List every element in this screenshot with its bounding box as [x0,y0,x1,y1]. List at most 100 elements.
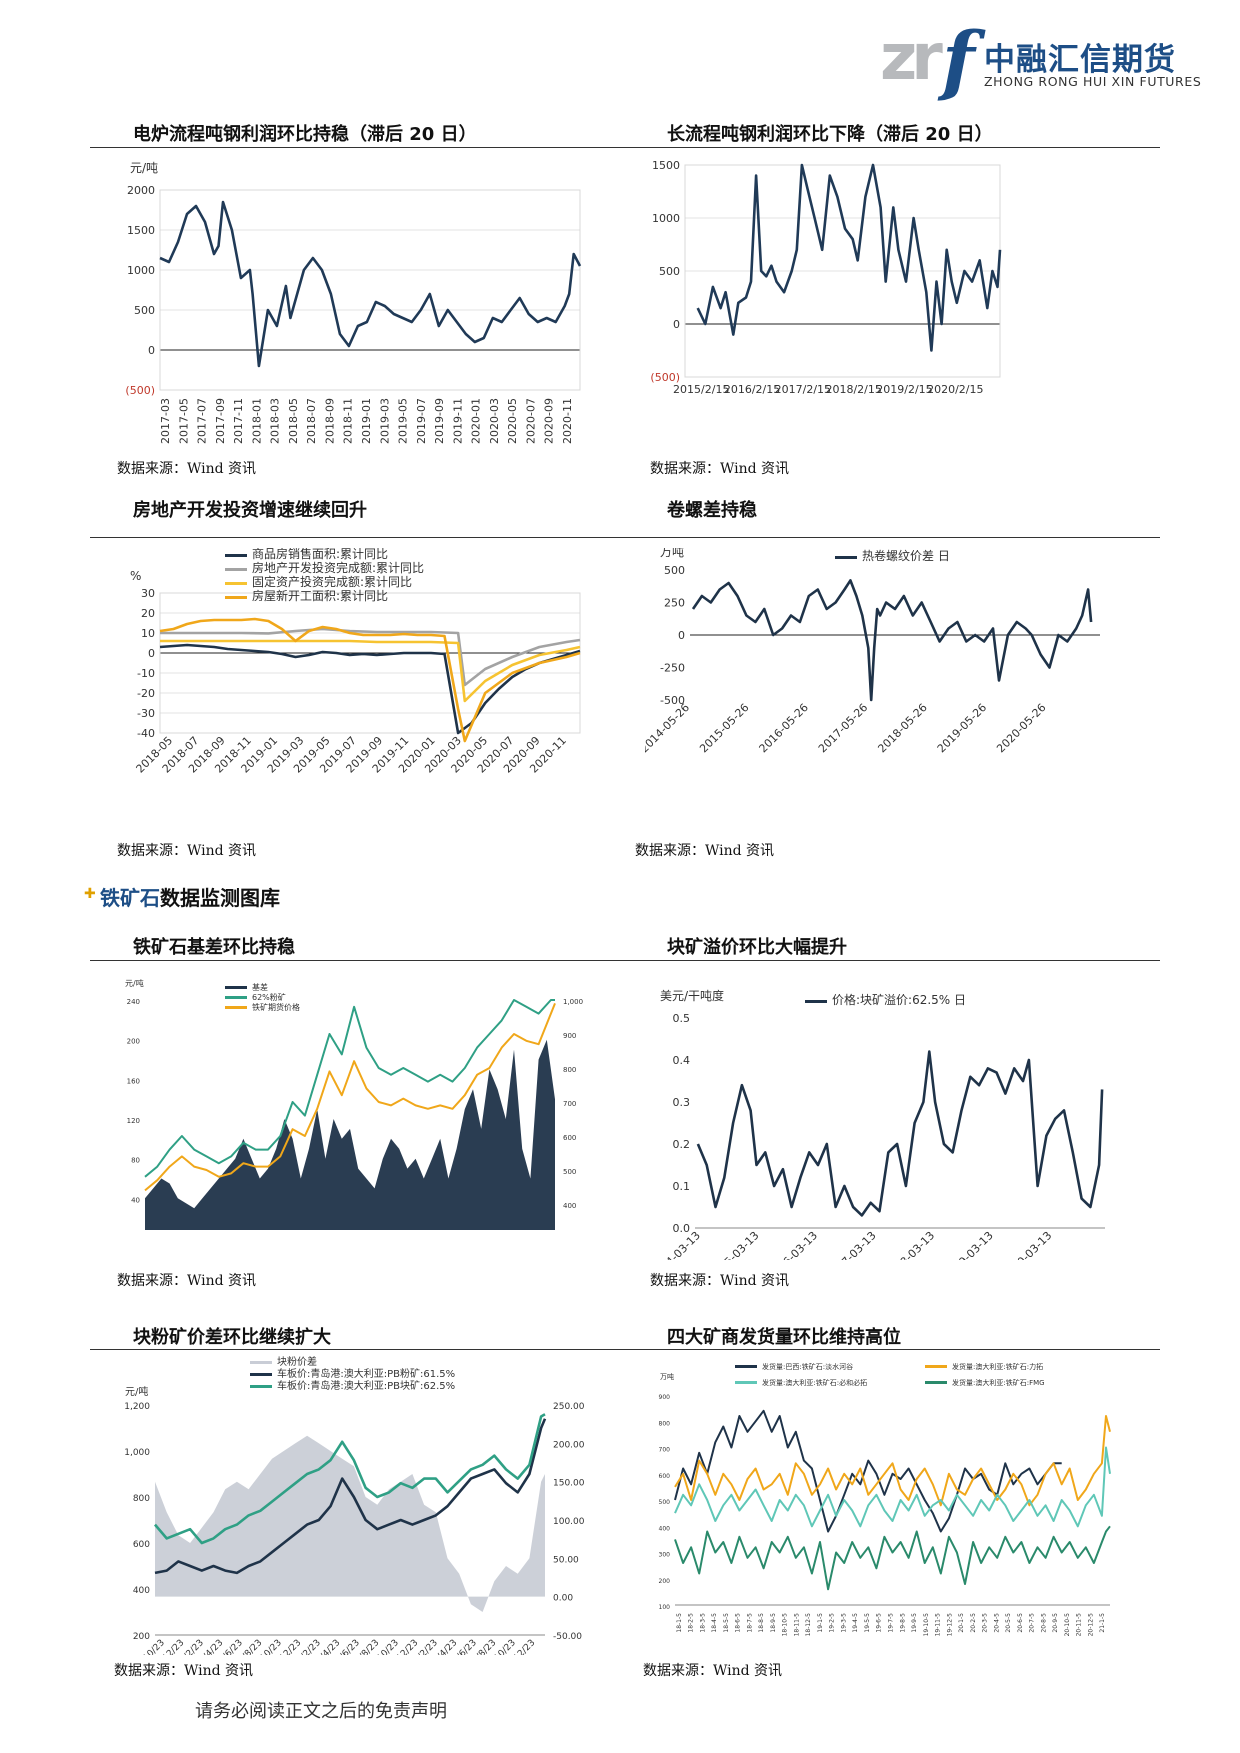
y-tick-label: 120 [127,1117,140,1125]
x-tick-label: 18-10-5 [782,1613,789,1637]
divider-row-2 [90,537,1160,538]
x-tick-label: 2015/2/15 [673,383,729,396]
company-logo: zr f 中融汇信期货 ZHONG RONG HUI XIN FUTURES [880,22,1201,98]
y2-tick-label: 150.00 [553,1479,585,1489]
logo-f: f [942,15,975,104]
y-tick-label: 400 [659,1525,671,1532]
y-tick-label: -30 [137,707,155,720]
x-tick-label: 2020-03 [488,398,501,444]
y-tick-label: 20 [141,607,155,620]
y2-tick-label: -50.00 [553,1632,582,1642]
y2-tick-label: 700 [563,1100,576,1108]
y-tick-label: 160 [127,1077,140,1085]
y2-tick-label: 600 [563,1134,576,1142]
x-tick-label: 2017-05 [177,398,190,444]
y2-tick-label: 800 [563,1066,576,1074]
series-line-0 [696,1050,1104,1217]
series-line-2 [154,1413,546,1545]
x-tick-label: 2018-05-26 [875,701,929,755]
legend-swatch [225,554,247,557]
y-tick-label: 700 [659,1447,671,1454]
y-axis-label: 元/吨 [130,161,158,175]
legend-label: 车板价:青岛港:澳大利亚:PB块矿:62.5% [277,1379,455,1392]
x-tick-label: 18-7-5 [746,1613,753,1633]
y-axis-label: 元/吨 [125,978,144,988]
x-tick-label: 2019-11 [451,398,464,444]
x-tick-label: 2017/2/15 [775,383,831,396]
y2-tick-label: 400 [563,1202,576,1210]
x-tick-label: 2015-03-13 [707,1229,761,1260]
x-tick-label: 19-11-5 [935,1613,942,1637]
x-tick-label: 20-10-5 [1064,1613,1071,1637]
x-tick-label: 18-11-5 [793,1613,800,1637]
y-tick-label: 100 [659,1604,671,1611]
y-tick-label: 500 [659,1499,671,1506]
y-tick-label: 0 [673,318,680,331]
x-tick-label: 2017-03-13 [824,1229,878,1260]
y-tick-label: 400 [133,1586,150,1596]
y-tick-label: -40 [137,727,155,740]
y2-tick-label: 200.00 [553,1440,585,1450]
x-tick-label: 2020-03-13 [1000,1229,1054,1260]
y-axis-label: % [130,569,141,583]
y-tick-label: -250 [660,662,685,675]
legend-swatch [225,996,247,999]
y-tick-label: -500 [660,694,685,707]
x-tick-label: 20-3-5 [982,1613,989,1633]
legend-label: 商品房销售面积:累计同比 [252,548,388,561]
x-tick-label: 2020/2/15 [927,383,983,396]
y-tick-label: 0 [148,647,155,660]
y-tick-label: 1500 [127,224,155,237]
panel-title-blast-profit: 长流程吨钢利润环比下降（滞后 20 日） [667,124,993,145]
y-axis-label: 万吨 [660,548,684,559]
source-note-5: 数据来源：Wind 资讯 [117,1273,257,1289]
x-tick-label: 20-6-5 [1017,1613,1024,1633]
y-tick-label: 1500 [652,159,680,172]
x-tick-label: 2019-03 [378,398,391,444]
source-note-4: 数据来源：Wind 资讯 [635,843,775,859]
x-tick-label: 19-9-5 [911,1613,918,1633]
series-line-3 [159,617,581,743]
y-tick-label: 800 [133,1494,150,1504]
x-tick-label: 2018-09 [323,398,336,444]
source-note-7: 数据来源：Wind 资讯 [114,1663,254,1679]
x-tick-label: 20-9-5 [1052,1613,1059,1633]
source-note-8: 数据来源：Wind 资讯 [643,1663,783,1679]
x-tick-label: 2019-07 [415,398,428,444]
series-line-2 [674,1446,1111,1528]
company-name-en: ZHONG RONG HUI XIN FUTURES [984,74,1202,89]
y-tick-label: 200 [133,1632,150,1642]
legend-swatch [805,1000,827,1003]
y-tick-label: 1,000 [124,1448,150,1458]
x-tick-label: 2016/2/15 [724,383,780,396]
y-tick-label: 1000 [652,212,680,225]
series-line-0 [159,643,581,735]
y-tick-label: 300 [659,1552,671,1559]
x-tick-label: 18-6-5 [735,1613,742,1633]
series-area-0 [155,1435,545,1612]
x-tick-label: 19-4-5 [852,1613,859,1633]
source-note-6: 数据来源：Wind 资讯 [650,1273,790,1289]
legend-swatch [225,986,247,989]
x-tick-label: 2020-05-26 [994,701,1048,755]
x-tick-label: 18-12-5 [805,1613,812,1637]
section-bullet-icon: ✚ [84,886,96,902]
legend-swatch [735,1381,757,1384]
series-line-2 [160,639,581,703]
y2-tick-label: 250.00 [553,1402,585,1412]
section-heading-part1: 铁矿石 [100,886,160,910]
x-tick-label: 2017-07 [196,398,209,444]
x-tick-label: 2017-11 [232,398,245,444]
y-tick-label: 0.0 [673,1222,691,1235]
legend-label: 块粉价差 [277,1355,317,1368]
series-line-0 [696,163,1002,352]
x-tick-label: 18-5-5 [723,1613,730,1633]
legend-label: 发货量:澳大利亚:铁矿石:FMG [952,1378,1045,1387]
y-tick-label: 900 [659,1394,671,1401]
y2-tick-label: 500 [563,1168,576,1176]
y-tick-label: 10 [141,627,155,640]
x-tick-label: 18-8-5 [758,1613,765,1633]
legend-swatch [225,596,247,599]
x-tick-label: 2018/2/15 [825,383,881,396]
y-tick-label: 0.2 [673,1138,691,1151]
